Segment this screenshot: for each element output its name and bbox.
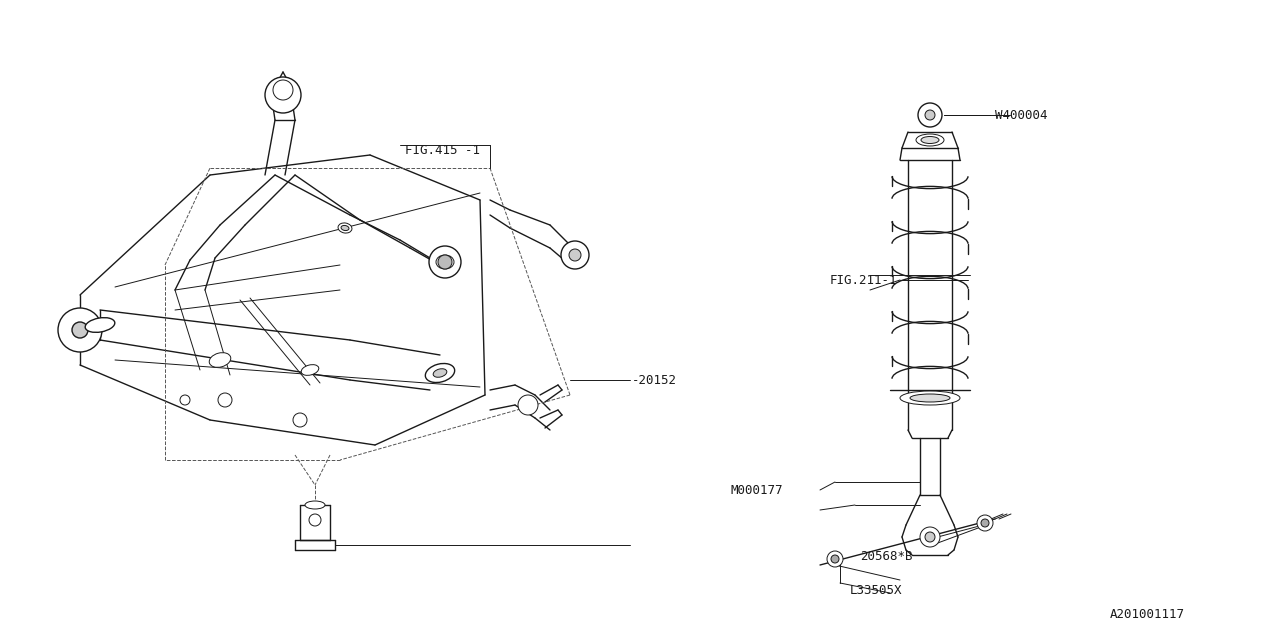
Ellipse shape xyxy=(340,225,349,230)
Circle shape xyxy=(265,77,301,113)
Text: FIG.211-1: FIG.211-1 xyxy=(829,273,897,287)
Circle shape xyxy=(180,395,189,405)
Circle shape xyxy=(273,80,293,100)
Circle shape xyxy=(570,249,581,261)
Ellipse shape xyxy=(209,353,230,367)
Circle shape xyxy=(218,393,232,407)
Circle shape xyxy=(308,514,321,526)
Circle shape xyxy=(58,308,102,352)
Text: -20152: -20152 xyxy=(632,374,677,387)
Ellipse shape xyxy=(910,394,950,402)
Ellipse shape xyxy=(305,501,325,509)
Circle shape xyxy=(561,241,589,269)
Ellipse shape xyxy=(425,364,454,383)
Circle shape xyxy=(918,103,942,127)
Text: L33505X: L33505X xyxy=(850,584,902,596)
Circle shape xyxy=(977,515,993,531)
Text: A201001117: A201001117 xyxy=(1110,609,1185,621)
Circle shape xyxy=(827,551,844,567)
Circle shape xyxy=(438,255,452,269)
Text: FIG.415 -1: FIG.415 -1 xyxy=(404,143,480,157)
Ellipse shape xyxy=(301,365,319,376)
Circle shape xyxy=(293,413,307,427)
Circle shape xyxy=(831,555,838,563)
Circle shape xyxy=(72,322,88,338)
Circle shape xyxy=(518,395,538,415)
Ellipse shape xyxy=(916,134,945,146)
Ellipse shape xyxy=(922,136,940,143)
Text: 20568*B: 20568*B xyxy=(860,550,913,563)
Ellipse shape xyxy=(900,391,960,405)
Circle shape xyxy=(925,110,934,120)
Ellipse shape xyxy=(338,223,352,233)
Circle shape xyxy=(429,246,461,278)
Circle shape xyxy=(980,519,989,527)
Circle shape xyxy=(920,527,940,547)
Text: W400004: W400004 xyxy=(995,109,1047,122)
Ellipse shape xyxy=(86,317,115,332)
Ellipse shape xyxy=(433,369,447,377)
Circle shape xyxy=(925,532,934,542)
Text: M000177: M000177 xyxy=(730,483,782,497)
